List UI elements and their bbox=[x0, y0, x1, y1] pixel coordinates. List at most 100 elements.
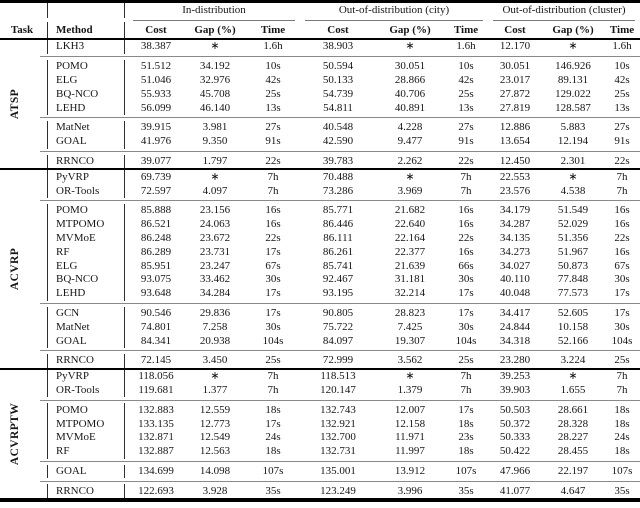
time-cell: 107s bbox=[611, 464, 633, 477]
gap-cell: 28.455 bbox=[557, 445, 589, 458]
gap-cell: 11.997 bbox=[395, 445, 425, 458]
block-rule bbox=[40, 461, 640, 463]
column-divider bbox=[44, 40, 50, 54]
vertical-bar bbox=[46, 444, 48, 459]
method-cell: GOAL bbox=[56, 334, 87, 347]
gap-cell: 24.063 bbox=[199, 218, 231, 231]
task-section-acvrp: ACVRP PyVRP 69.739 ∗ 7h 70.488 ∗ 7h 22.553 ∗ 7h OR-… bbox=[0, 170, 640, 368]
gap-cell: 13.912 bbox=[394, 464, 426, 477]
gap-cell: 34.284 bbox=[199, 287, 231, 300]
cost-cell: 50.594 bbox=[322, 60, 354, 73]
gap-cell: 21.682 bbox=[394, 204, 426, 217]
cost-cell: 86.261 bbox=[322, 245, 354, 258]
cost-cell: 56.099 bbox=[140, 101, 172, 114]
gap-cell: 14.098 bbox=[199, 464, 231, 477]
cost-cell: 51.046 bbox=[140, 73, 172, 86]
gap-cell: 7.258 bbox=[202, 320, 228, 333]
column-divider bbox=[44, 245, 50, 260]
column-divider bbox=[120, 22, 128, 38]
time-cell: 91s bbox=[614, 135, 630, 148]
time-cell: 27s bbox=[265, 121, 281, 134]
gap-cell: 2.262 bbox=[397, 154, 423, 167]
time-cell: 16s bbox=[614, 204, 630, 217]
column-divider bbox=[120, 245, 128, 260]
time-cell: 30s bbox=[265, 320, 281, 333]
vertical-bar bbox=[46, 245, 48, 260]
gap-cell: 12.007 bbox=[394, 403, 426, 416]
column-divider bbox=[44, 334, 50, 348]
time-cell: 1.6h bbox=[456, 40, 476, 53]
cost-cell: 133.135 bbox=[138, 417, 174, 430]
column-divider bbox=[44, 203, 50, 218]
gap-cell: 34.192 bbox=[199, 60, 231, 73]
vertical-bar bbox=[123, 272, 125, 287]
cost-cell: 132.871 bbox=[138, 431, 174, 444]
time-cell: 35s bbox=[458, 484, 474, 497]
column-divider bbox=[120, 484, 128, 499]
header-bottom-rule bbox=[0, 38, 640, 40]
vertical-bar bbox=[123, 170, 125, 185]
cost-cell: 92.467 bbox=[322, 273, 354, 286]
cost-cell: 34.135 bbox=[499, 231, 531, 244]
column-divider bbox=[44, 464, 50, 479]
cost-cell: 23.017 bbox=[499, 73, 531, 86]
cost-cell: 27.872 bbox=[499, 87, 531, 100]
cost-cell: 23.280 bbox=[499, 354, 531, 367]
vertical-bar bbox=[123, 59, 125, 74]
column-divider bbox=[120, 306, 128, 321]
vertical-bar bbox=[46, 59, 48, 74]
method-cell: PyVRP bbox=[56, 370, 90, 383]
column-divider bbox=[120, 334, 128, 348]
task-label-acvrp: ACVRP bbox=[9, 247, 21, 291]
vertical-bar bbox=[46, 259, 48, 273]
vertical-bar bbox=[46, 73, 48, 88]
time-cell: 67s bbox=[614, 259, 630, 272]
time-cell: 13s bbox=[614, 101, 630, 114]
time-cell: 25s bbox=[458, 87, 474, 100]
method-cell: LEHD bbox=[56, 287, 86, 300]
gap-cell: 33.462 bbox=[199, 273, 231, 286]
gap-cell: 28.866 bbox=[394, 73, 426, 86]
method-cell: LEHD bbox=[56, 101, 86, 114]
cost-cell: 38.387 bbox=[140, 40, 172, 53]
cost-cell: 40.110 bbox=[500, 273, 530, 286]
cost-cell: 118.513 bbox=[320, 370, 356, 383]
cost-cell: 72.999 bbox=[322, 354, 354, 367]
method-cell: POMO bbox=[56, 60, 88, 73]
gap-cell: ∗ bbox=[568, 170, 578, 183]
vertical-bar bbox=[46, 272, 48, 287]
vertical-bar bbox=[46, 134, 48, 149]
cost-cell: 118.056 bbox=[138, 370, 174, 383]
table-row: PyVRP 118.056 ∗ 7h 118.513 ∗ 7h 39.253 ∗ 7h bbox=[0, 369, 640, 384]
gap-cell: 31.181 bbox=[394, 273, 426, 286]
time-cell: 67s bbox=[265, 259, 281, 272]
table-row: RF 86.289 23.731 17s 86.261 22.377 16s 34.273 51… bbox=[0, 245, 640, 260]
time-cell: 25s bbox=[265, 354, 281, 367]
table-top-rule bbox=[0, 0, 640, 3]
column-divider bbox=[120, 383, 128, 398]
cost-cell: 86.111 bbox=[323, 231, 353, 244]
gap-cell: 51.356 bbox=[557, 231, 589, 244]
cost-cell: 39.077 bbox=[140, 154, 172, 167]
gap-cell: 23.731 bbox=[199, 245, 231, 258]
table-row: GCN 90.546 29.836 17s 90.805 28.823 17s 34.417 5… bbox=[0, 306, 640, 321]
time-cell: 17s bbox=[265, 417, 281, 430]
column-divider bbox=[120, 231, 128, 246]
gap-cell: 46.140 bbox=[199, 101, 231, 114]
table-row: OR-Tools 72.597 4.097 7h 73.286 3.969 7h 23.576… bbox=[0, 184, 640, 198]
cost-cell: 42.590 bbox=[322, 135, 354, 148]
column-divider bbox=[44, 444, 50, 459]
method-cell: RF bbox=[56, 245, 70, 258]
cost-cell: 132.887 bbox=[138, 445, 174, 458]
column-divider bbox=[120, 464, 128, 479]
time-cell: 27s bbox=[614, 121, 630, 134]
cost-cell: 132.731 bbox=[320, 445, 356, 458]
time-cell: 23s bbox=[458, 431, 474, 444]
cost-cell: 85.888 bbox=[140, 204, 172, 217]
time-cell: 17s bbox=[265, 287, 281, 300]
gap-cell: 12.549 bbox=[199, 431, 231, 444]
gap-cell: 2.301 bbox=[560, 154, 586, 167]
cost-cell: 84.097 bbox=[322, 334, 354, 347]
table-row: MVMoE 132.871 12.549 24s 132.700 11.971 23s 50.… bbox=[0, 430, 640, 445]
time-cell: 7h bbox=[616, 383, 628, 396]
